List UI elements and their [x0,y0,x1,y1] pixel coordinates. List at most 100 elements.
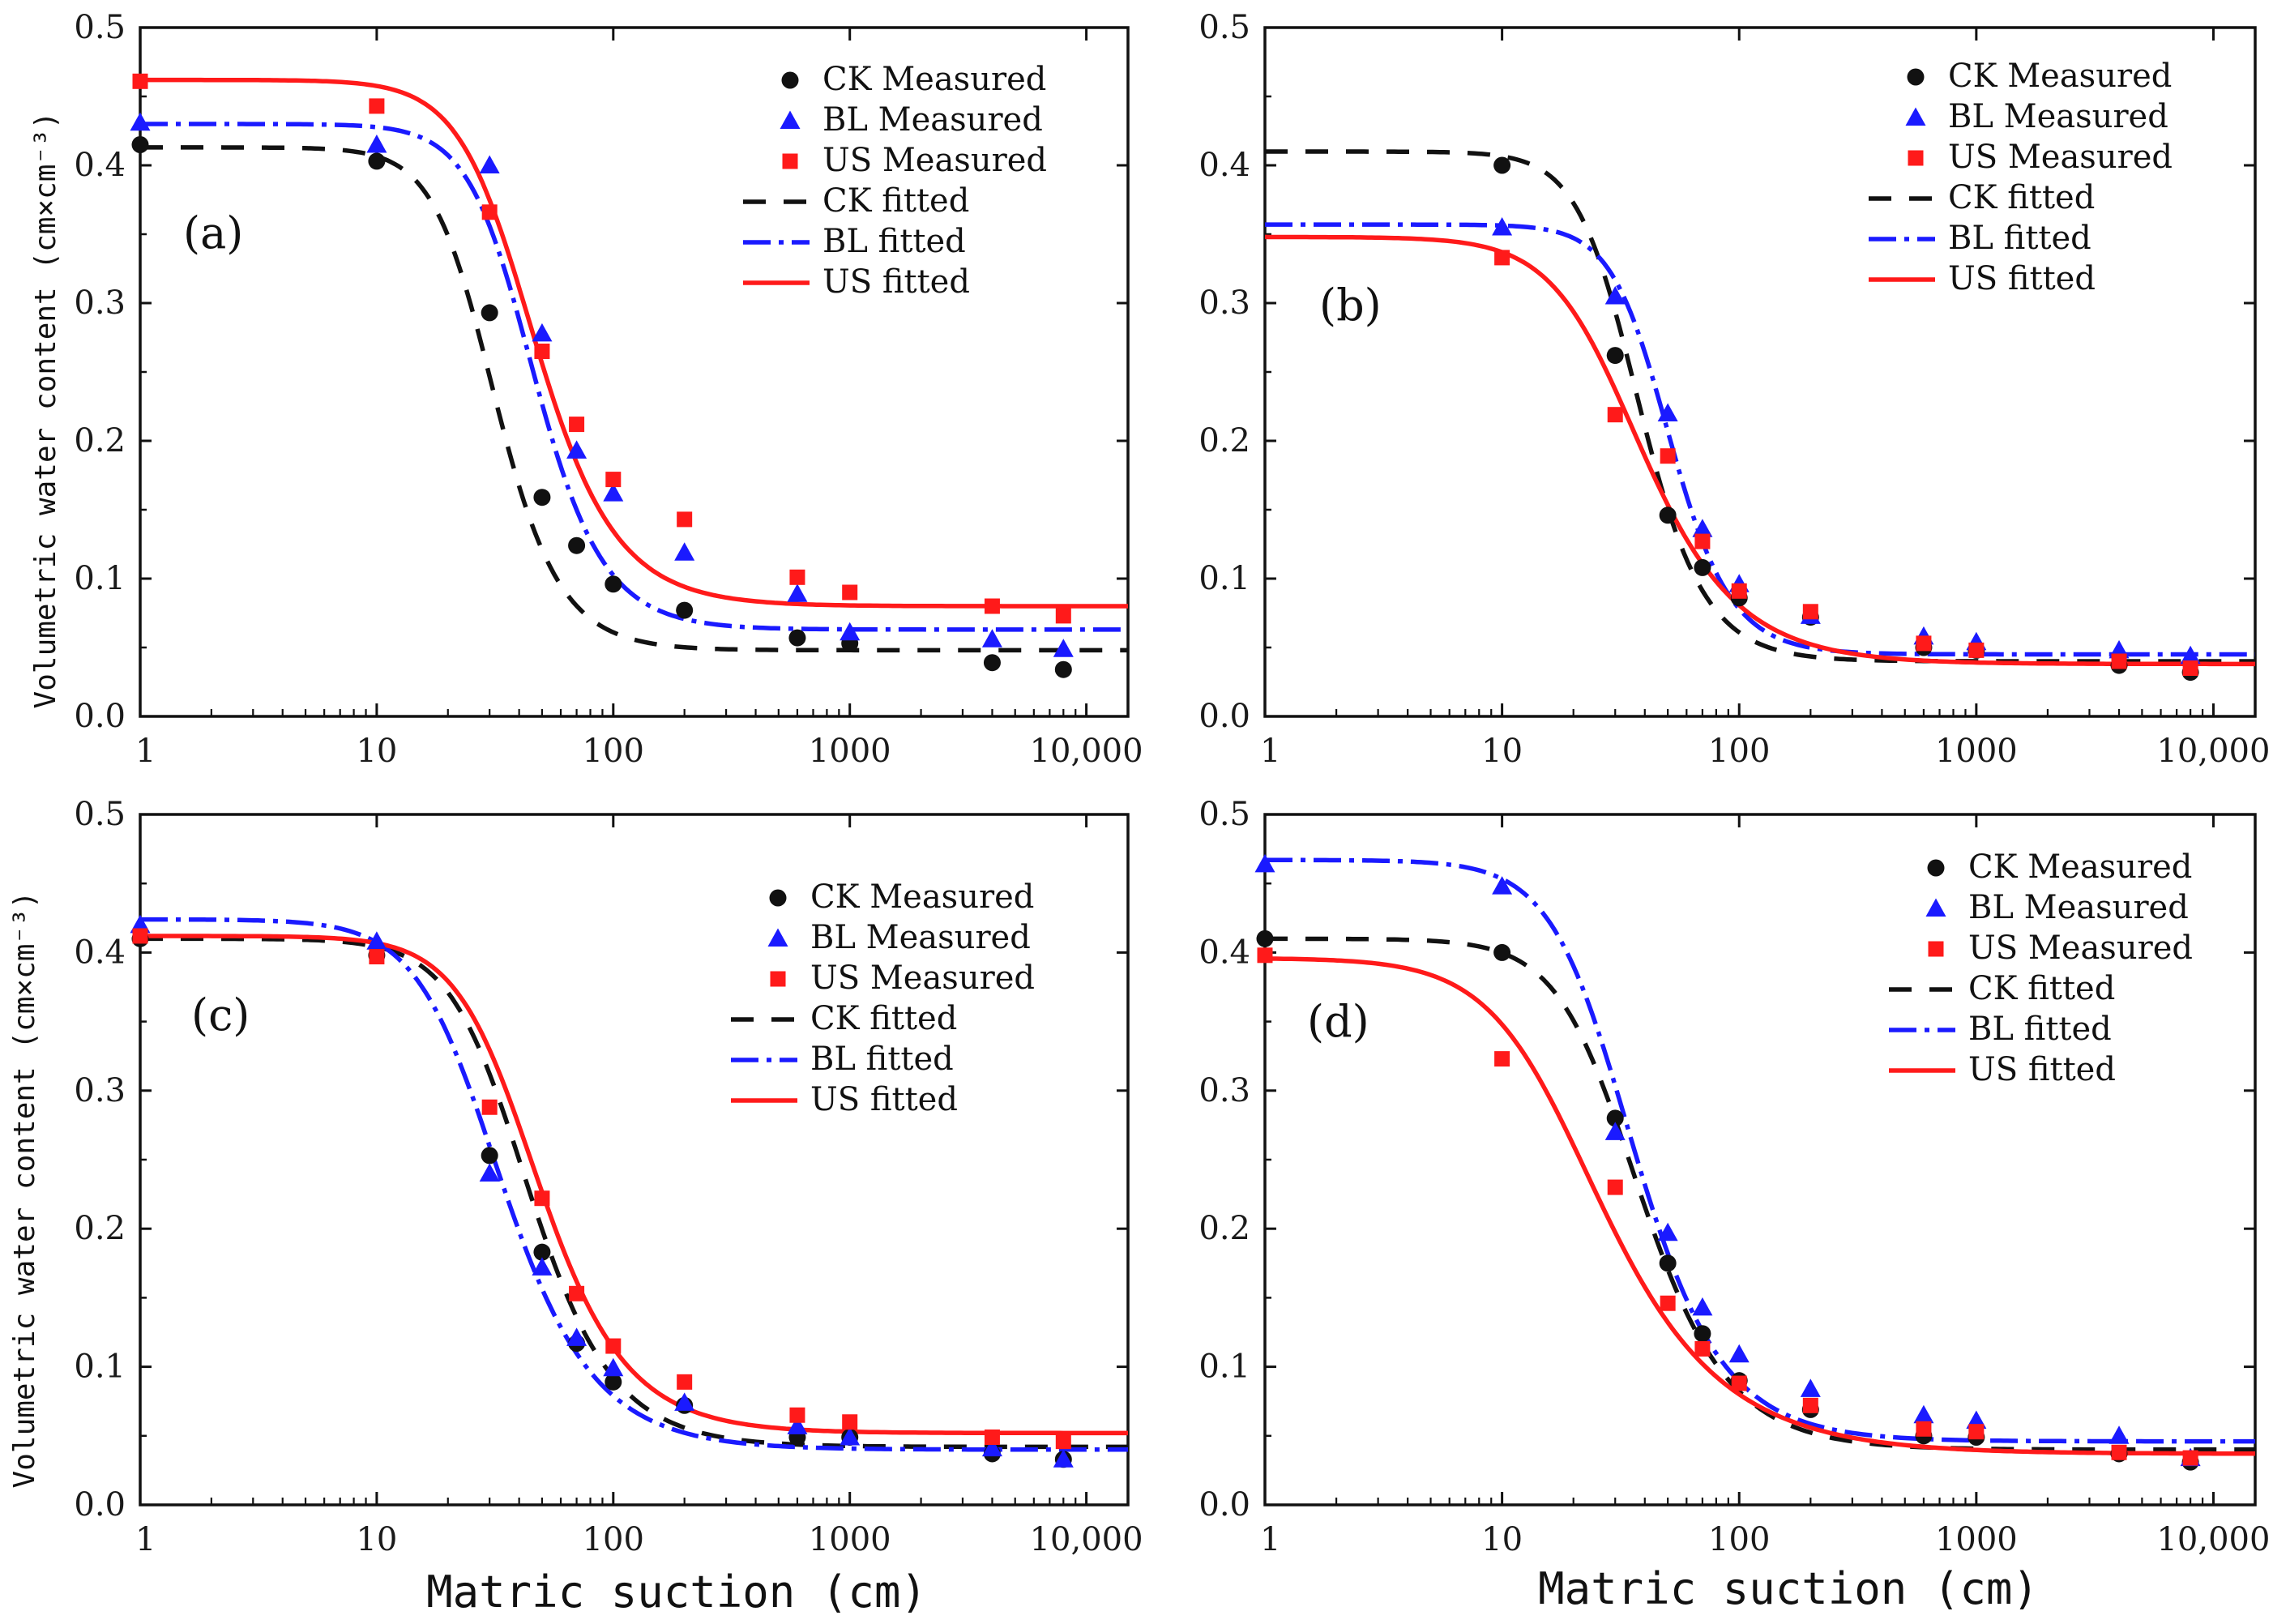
us-measured-point [569,1285,585,1301]
bl-fitted-curve [140,122,1128,632]
ck-measured-point [568,536,586,554]
us-measured-point [1257,947,1273,964]
bl-measured-point [1492,876,1513,895]
ck-measured-point [788,629,806,647]
bl-measured-point [674,542,695,561]
us-measured-point [1968,642,1985,658]
ck-legend-fitted-label: CK fitted [1968,970,2115,1007]
x-tick-label: 100 [1708,1521,1770,1558]
us-measured-point [605,1338,622,1354]
x-tick-label: 1 [1260,733,1280,770]
ck-legend-measured-label: CK Measured [810,878,1034,916]
ck-legend-marker [781,71,799,89]
bl-legend-measured-label: BL Measured [822,101,1043,139]
bl-fitted-curve [1265,222,2255,657]
y-tick-label: 0.3 [1198,284,1250,322]
ck-measured-point [1659,506,1677,524]
y-tick-label: 0.1 [74,560,126,597]
y-tick-label: 0.3 [1198,1072,1250,1109]
y-tick-label: 0.2 [1198,1210,1250,1247]
ck-fitted-curve [140,936,1128,1450]
bl-measured-point [1657,1222,1678,1242]
bl-legend-fitted-label: BL fitted [810,1041,954,1078]
bl-measured-point [1254,853,1275,873]
bl-measured-point [366,135,387,153]
us-measured-point [605,472,622,488]
x-tick-label: 1000 [809,733,891,770]
y-tick-label: 0.1 [74,1348,126,1386]
ck-measured-point [533,1243,551,1261]
us-measured-point [1494,1051,1510,1067]
us-fitted-curve [1265,234,2255,667]
chart-panel-2: 0.0 0.1 0.2 0.3 0.4 0.5 1 10 100 1000 10,000 (b) CK … [1198,9,2270,770]
ck-measured-point [1694,558,1711,576]
us-measured-point [481,1099,498,1115]
x-tick-label: 1 [135,733,156,770]
ck-measured-point [605,575,622,593]
us-legend-measured-label: US Measured [822,142,1047,179]
x-tick-label: 1 [1260,1521,1280,1558]
us-legend-measured-label: US Measured [810,959,1035,997]
us-measured-point [2111,1444,2127,1460]
us-measured-point [1731,583,1747,599]
us-measured-point [789,569,805,585]
y-tick-label: 0.0 [74,1486,126,1524]
us-legend-fitted-label: US fitted [822,263,970,301]
fitted-curves [1265,857,2255,1456]
panel-label: (d) [1307,996,1369,1047]
us-fitted-curve [1265,956,2255,1456]
x-tick-label: 100 [583,1521,644,1558]
bl-measured-point [981,1438,1002,1457]
bl-legend-marker [1905,107,1926,126]
us-measured-point [2182,660,2198,676]
y-tick-label: 0.1 [1198,1348,1250,1386]
us-measured-point [1607,1179,1623,1195]
bl-measured-point [1692,519,1713,537]
ck-legend-fitted-label: CK fitted [822,182,969,220]
y-tick-label: 0.3 [74,1072,126,1109]
fitted-curves [140,77,1128,653]
panel-label: (c) [191,989,250,1041]
bl-measured-point [2109,1425,2130,1444]
ck-measured-point [1256,930,1274,947]
y-tick-label: 0.2 [74,422,126,459]
bl-measured-series [130,112,1074,657]
y-tick-label: 0.4 [74,934,126,971]
x-axis-title-left: Matric suction (cm) [426,1566,927,1618]
ck-measured-point [1493,943,1511,961]
ck-measured-point [1659,1254,1677,1272]
ck-measured-point [131,136,149,153]
ck-measured-point [1694,1325,1711,1343]
bl-measured-point [674,1392,695,1411]
bl-measured-point [1913,1404,1934,1424]
us-measured-series [1257,947,2198,1466]
ck-measured-point [1606,347,1624,365]
us-legend-fitted-label: US fitted [1948,260,2096,297]
ck-measured-series [1493,156,2199,682]
bl-measured-point [1492,217,1513,236]
y-tick-label: 0.3 [74,284,126,322]
bl-measured-point [1604,286,1626,305]
us-measured-point [569,417,585,433]
bl-measured-point [532,1257,553,1276]
x-tick-label: 10 [356,1521,397,1558]
bl-legend-fitted-label: BL fitted [1948,220,2091,257]
us-measured-point [2182,1450,2198,1466]
ck-measured-point [481,1147,498,1165]
bl-measured-point [1053,1449,1074,1468]
panel-label: (a) [183,207,243,259]
x-axis-title-right: Matric suction (cm) [1538,1563,2039,1614]
us-measured-point [677,1374,693,1390]
us-legend-marker [1908,150,1924,166]
us-measured-point [481,204,498,220]
bl-measured-point [2180,645,2201,665]
y-tick-label: 0.5 [1198,796,1250,833]
bl-measured-point [603,1357,624,1377]
us-measured-point [1055,608,1071,624]
us-measured-point [789,1407,805,1423]
bl-measured-point [479,155,500,173]
x-tick-label: 10 [1481,1521,1523,1558]
chart-panel-1: 0.0 0.1 0.2 0.3 0.4 0.5 1 10 100 1000 10,000 (a) CK … [74,9,1143,770]
